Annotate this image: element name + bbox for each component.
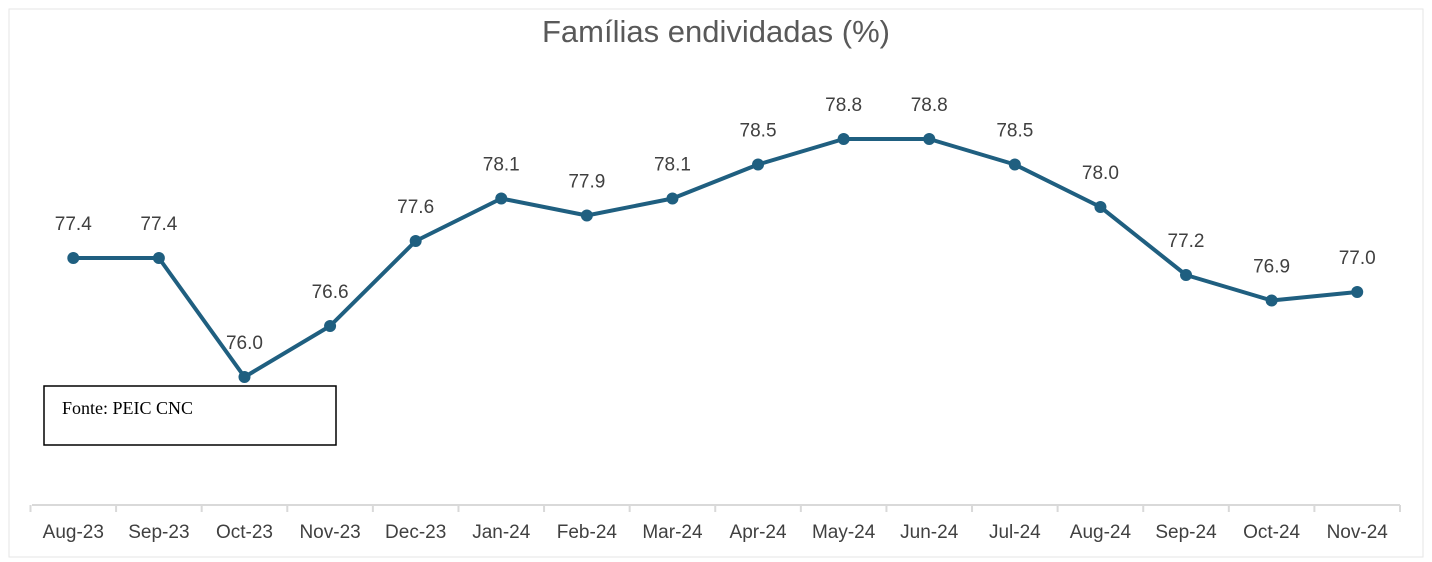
x-tick-label: Oct-24 <box>1243 522 1300 543</box>
point <box>238 371 251 383</box>
point <box>666 192 679 205</box>
point <box>1008 158 1021 171</box>
point <box>580 209 593 222</box>
data-label: 77.6 <box>397 197 434 218</box>
point <box>152 252 165 264</box>
data-label: 78.5 <box>740 121 777 142</box>
data-label: 78.8 <box>825 95 862 116</box>
point <box>923 133 936 145</box>
point <box>67 252 80 264</box>
x-tick-label: Jun-24 <box>900 522 959 543</box>
x-tick-label: Sep-23 <box>128 522 189 543</box>
x-tick-label: Oct-23 <box>216 522 273 543</box>
data-label: 78.0 <box>1082 163 1119 184</box>
data-label: 78.1 <box>483 155 520 176</box>
data-label: 76.6 <box>312 282 349 303</box>
x-tick-label: Dec-23 <box>385 522 446 543</box>
data-label: 77.4 <box>140 214 177 235</box>
data-label: 77.2 <box>1168 231 1205 252</box>
point <box>1265 294 1278 307</box>
x-tick-label: Jul-24 <box>989 522 1041 543</box>
point <box>1351 286 1364 298</box>
x-tick-label: Nov-23 <box>299 522 360 543</box>
data-label: 78.1 <box>654 155 691 176</box>
data-label: 77.9 <box>568 172 605 193</box>
point <box>1180 269 1193 281</box>
x-tick-label: Mar-24 <box>642 522 703 543</box>
line <box>73 137 1358 379</box>
point <box>409 235 422 247</box>
point <box>495 192 508 205</box>
x-tick-label: Nov-24 <box>1327 522 1389 543</box>
x-tick-label: Sep-24 <box>1155 522 1217 543</box>
data-label: 78.5 <box>996 121 1033 142</box>
point <box>752 158 765 171</box>
chart-frame <box>8 8 1424 558</box>
point <box>837 133 850 145</box>
data-label: 77.0 <box>1339 248 1376 269</box>
x-tick-label: Aug-23 <box>43 522 104 543</box>
data-label: 76.0 <box>226 333 263 354</box>
annotation-box <box>43 385 337 446</box>
data-label: 77.4 <box>55 214 92 235</box>
x-tick-label: Jan-24 <box>472 522 531 543</box>
x-tick-label: Apr-24 <box>730 522 787 543</box>
annotation: Fonte: PEIC CNC <box>62 398 193 418</box>
x-tick-label: Feb-24 <box>557 522 618 543</box>
x-tick-label: Aug-24 <box>1070 522 1132 543</box>
x-tick-label: May-24 <box>812 522 876 543</box>
data-label: 78.8 <box>911 95 948 116</box>
chart-title: Famílias endividadas (%) <box>542 14 890 49</box>
point <box>324 320 337 332</box>
point <box>1094 201 1107 213</box>
data-label: 76.9 <box>1253 257 1290 278</box>
